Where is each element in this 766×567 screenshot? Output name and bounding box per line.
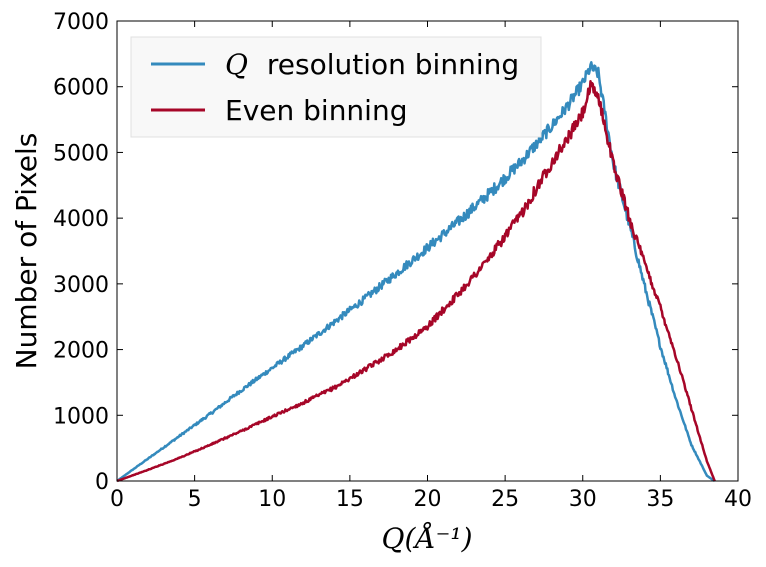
x-tick-label: 25 bbox=[491, 487, 519, 512]
y-tick-label: 4000 bbox=[53, 207, 109, 232]
legend-box bbox=[130, 36, 542, 138]
y-tick-label: 5000 bbox=[53, 141, 109, 166]
plot-area bbox=[116, 61, 716, 483]
x-tick-label: 20 bbox=[414, 487, 442, 512]
y-tick-label: 6000 bbox=[53, 76, 109, 101]
legend-label-q-rest: resolution binning bbox=[267, 48, 519, 81]
legend-label-even: Even binning bbox=[225, 94, 407, 127]
legend-label-q-resolution: Q resolution binning bbox=[225, 48, 519, 81]
legend-label-q-symbol: Q bbox=[225, 48, 248, 81]
y-tick-label: 1000 bbox=[53, 404, 109, 429]
y-tick-label: 3000 bbox=[53, 273, 109, 298]
y-tick-label: 7000 bbox=[53, 10, 109, 35]
x-axis-label: Q(Å⁻¹) bbox=[381, 522, 472, 555]
x-tick-label: 10 bbox=[258, 487, 286, 512]
x-tick-label: 30 bbox=[569, 487, 597, 512]
y-tick-label: 2000 bbox=[53, 339, 109, 364]
x-tick-label: 35 bbox=[646, 487, 674, 512]
x-tick-label: 15 bbox=[336, 487, 364, 512]
axis-ticks: 0 5 10 15 20 25 30 35 40 0 1000 2000 3000 4000 5000 600… bbox=[53, 10, 752, 512]
legend: Q resolution binning Even binning bbox=[130, 36, 542, 138]
y-tick-label: 0 bbox=[95, 470, 109, 495]
x-tick-label: 5 bbox=[188, 487, 202, 512]
y-axis-label: Number of Pixels bbox=[10, 133, 43, 370]
x-tick-label: 40 bbox=[724, 487, 752, 512]
x-tick-label: 0 bbox=[110, 487, 124, 512]
series-line-1 bbox=[116, 80, 716, 483]
